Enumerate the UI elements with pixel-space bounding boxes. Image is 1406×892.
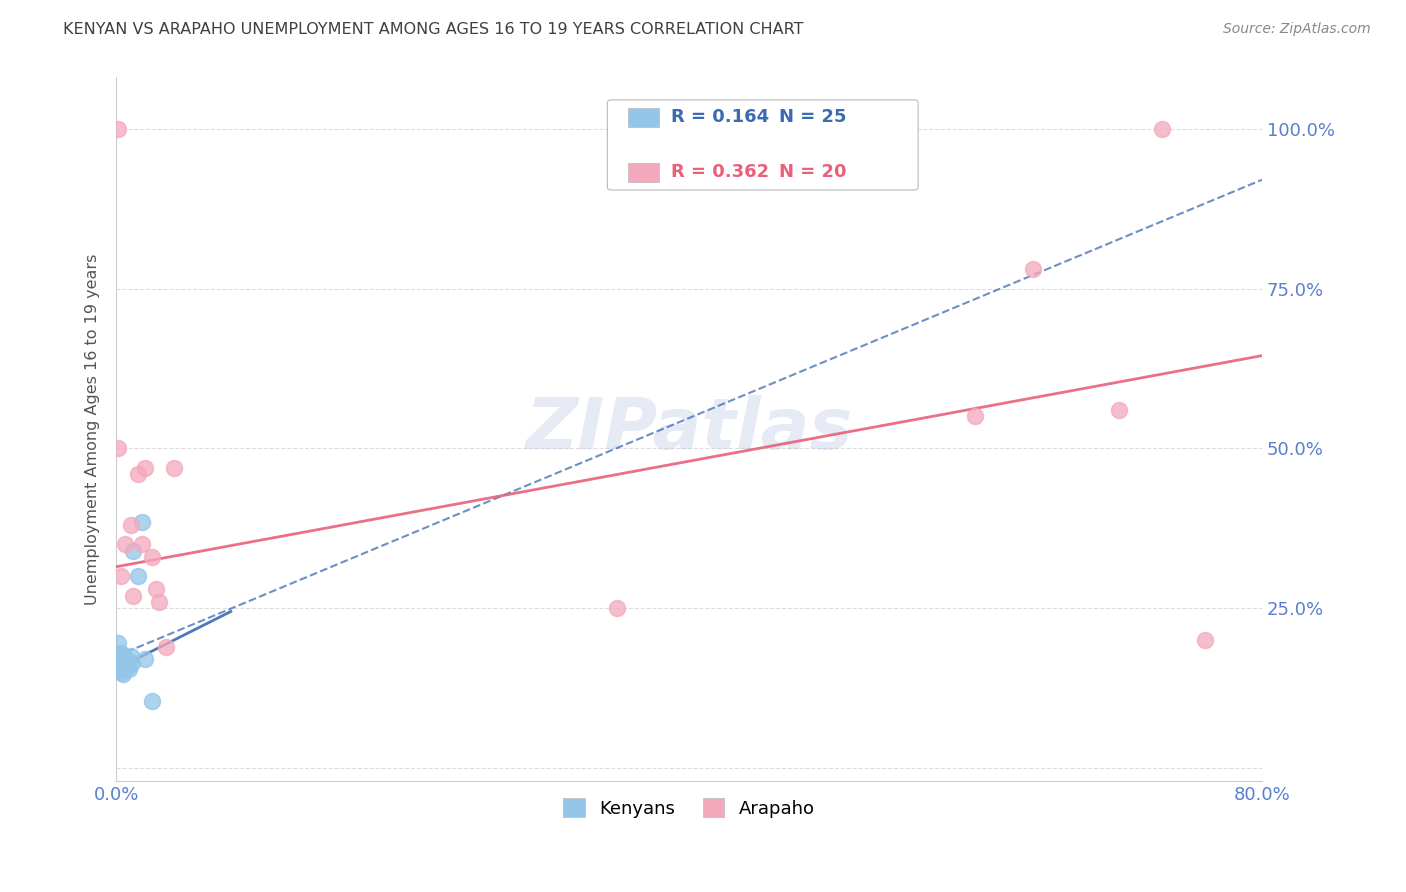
Point bbox=[114, 651, 136, 665]
Point bbox=[117, 658, 139, 673]
Point bbox=[111, 662, 134, 676]
Point bbox=[122, 589, 145, 603]
Point bbox=[120, 518, 142, 533]
Point bbox=[112, 666, 135, 681]
Point bbox=[110, 656, 132, 670]
Point bbox=[118, 662, 141, 676]
Point bbox=[120, 649, 142, 664]
Point bbox=[162, 460, 184, 475]
Point bbox=[1194, 633, 1216, 648]
Text: R = 0.164: R = 0.164 bbox=[671, 109, 769, 127]
Point bbox=[148, 595, 170, 609]
Point bbox=[114, 660, 136, 674]
Point bbox=[155, 640, 177, 654]
Point bbox=[122, 543, 145, 558]
Point bbox=[134, 460, 156, 475]
Text: N = 25: N = 25 bbox=[779, 109, 846, 127]
Point bbox=[121, 656, 143, 670]
Point bbox=[131, 515, 153, 529]
Point bbox=[965, 409, 987, 424]
Point bbox=[107, 442, 129, 456]
Point bbox=[108, 658, 131, 673]
Text: KENYAN VS ARAPAHO UNEMPLOYMENT AMONG AGES 16 TO 19 YEARS CORRELATION CHART: KENYAN VS ARAPAHO UNEMPLOYMENT AMONG AGE… bbox=[63, 22, 804, 37]
Point bbox=[110, 569, 132, 583]
Point bbox=[145, 582, 167, 596]
Point bbox=[110, 646, 132, 660]
Point bbox=[110, 665, 132, 680]
Text: ZIPatlas: ZIPatlas bbox=[526, 395, 853, 464]
Legend: Kenyans, Arapaho: Kenyans, Arapaho bbox=[557, 791, 823, 825]
Point bbox=[112, 649, 135, 664]
Point bbox=[1022, 262, 1045, 277]
Point bbox=[127, 569, 149, 583]
Point bbox=[107, 662, 129, 676]
Point bbox=[108, 646, 131, 660]
Point bbox=[141, 694, 163, 708]
Point bbox=[107, 636, 129, 650]
Point bbox=[112, 657, 135, 672]
Point bbox=[107, 121, 129, 136]
Text: N = 20: N = 20 bbox=[779, 163, 846, 181]
Point bbox=[115, 656, 138, 670]
Y-axis label: Unemployment Among Ages 16 to 19 years: Unemployment Among Ages 16 to 19 years bbox=[86, 253, 100, 605]
Point bbox=[141, 550, 163, 565]
Point bbox=[131, 537, 153, 551]
Text: Source: ZipAtlas.com: Source: ZipAtlas.com bbox=[1223, 22, 1371, 37]
Point bbox=[1150, 121, 1173, 136]
Point bbox=[606, 601, 628, 615]
Point bbox=[107, 649, 129, 664]
Text: R = 0.362: R = 0.362 bbox=[671, 163, 769, 181]
Point bbox=[111, 652, 134, 666]
Point bbox=[1108, 403, 1130, 417]
Point bbox=[127, 467, 149, 481]
Point bbox=[134, 652, 156, 666]
Point bbox=[114, 537, 136, 551]
